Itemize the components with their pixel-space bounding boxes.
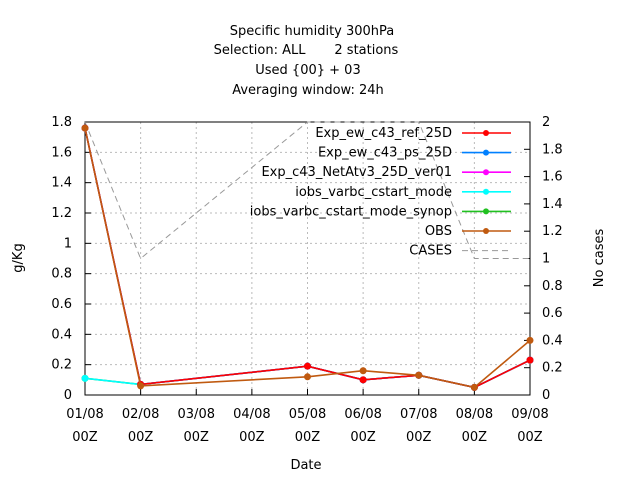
x-tick-label-hour: 00Z bbox=[72, 430, 98, 445]
x-tick-label-date: 09/08 bbox=[511, 407, 548, 422]
legend-marker bbox=[483, 188, 489, 195]
x-tick-label-hour: 00Z bbox=[462, 430, 488, 445]
y2-tick-label: 0 bbox=[542, 388, 550, 403]
legend-label: Exp_c43_NetAtv3_25D_ver01 bbox=[261, 165, 452, 180]
x-tick-label-hour: 00Z bbox=[406, 430, 432, 445]
data-point bbox=[526, 336, 534, 344]
x-tick-label-hour: 00Z bbox=[517, 430, 543, 445]
y-tick-label: 1.4 bbox=[51, 176, 72, 191]
y-axis: 0 0.2 0.4 0.6 0.8 1 1.2 1.4 1.6 1.8 bbox=[51, 115, 91, 403]
data-point bbox=[81, 374, 89, 382]
data-point bbox=[359, 367, 367, 375]
legend-entry: CASES bbox=[409, 244, 511, 259]
y-tick-label: 0 bbox=[64, 388, 72, 403]
data-point bbox=[359, 376, 367, 384]
y2-tick-label: 1.6 bbox=[542, 170, 563, 185]
legend-marker bbox=[483, 130, 489, 136]
y2-tick-label: 0.4 bbox=[542, 333, 563, 348]
y-tick-label: 1.8 bbox=[51, 115, 72, 130]
legend-label: OBS bbox=[425, 224, 452, 239]
x-tick-label-date: 02/08 bbox=[122, 407, 159, 422]
x-tick-label-hour: 00Z bbox=[128, 430, 154, 445]
legend-label: Exp_ew_c43_ref_25D bbox=[315, 126, 452, 141]
y-tick-label: 0.4 bbox=[51, 327, 72, 342]
x-tick-label-date: 05/08 bbox=[289, 407, 326, 422]
legend-entry: Exp_c43_NetAtv3_25D_ver01 bbox=[261, 165, 511, 180]
title-line-3: Used {00} + 03 bbox=[255, 63, 360, 78]
series-line bbox=[84, 121, 530, 260]
data-point bbox=[304, 373, 311, 381]
x-tick-label-date: 04/08 bbox=[233, 407, 270, 422]
legend-marker bbox=[483, 169, 489, 176]
x-tick-label-hour: 00Z bbox=[350, 430, 376, 445]
legend-marker bbox=[483, 208, 489, 215]
x-tick-label-hour: 00Z bbox=[239, 430, 265, 445]
legend-label: Exp_ew_c43_ps_25D bbox=[318, 146, 452, 161]
y2-tick-label: 0.6 bbox=[542, 306, 563, 321]
legend-entry: iobs_varbc_cstart_mode bbox=[295, 185, 511, 200]
title-line-1: Specific humidity 300hPa bbox=[230, 24, 395, 39]
data-point bbox=[526, 356, 534, 364]
y-tick-label: 0.2 bbox=[51, 358, 72, 373]
data-point bbox=[137, 382, 145, 390]
x-axis-label: Date bbox=[290, 458, 321, 473]
y2-axis: 0 0.2 0.4 0.6 0.8 1 1.2 1.4 1.6 1.8 2 bbox=[524, 115, 563, 403]
y2-axis-label: No cases bbox=[592, 229, 607, 288]
y2-tick-label: 1.4 bbox=[542, 197, 563, 212]
x-axis: 01/08 00Z 02/08 00Z 03/08 00Z 04/08 00Z 05/08 00Z… bbox=[66, 389, 549, 445]
y-tick-label: 1 bbox=[64, 236, 72, 251]
x-tick-label-date: 08/08 bbox=[456, 407, 493, 422]
x-tick-label-date: 01/08 bbox=[66, 407, 103, 422]
legend-marker bbox=[483, 228, 489, 234]
x-tick-label-hour: 00Z bbox=[295, 430, 321, 445]
y2-tick-label: 0.8 bbox=[542, 279, 563, 294]
legend-entry: Exp_ew_c43_ps_25D bbox=[318, 146, 511, 161]
legend: Exp_ew_c43_ref_25D Exp_ew_c43_ps_25D Exp_c… bbox=[250, 126, 511, 259]
series bbox=[81, 121, 534, 391]
legend-label: iobs_varbc_cstart_mode_synop bbox=[250, 204, 452, 219]
title-line-4: Averaging window: 24h bbox=[232, 83, 384, 98]
y2-tick-label: 1.8 bbox=[542, 142, 563, 157]
data-point bbox=[304, 362, 311, 370]
x-tick-label-date: 07/08 bbox=[400, 407, 437, 422]
y2-tick-label: 1.2 bbox=[542, 224, 563, 239]
legend-marker bbox=[483, 149, 489, 156]
legend-label: iobs_varbc_cstart_mode bbox=[295, 185, 452, 200]
data-point bbox=[470, 383, 478, 391]
data-point bbox=[81, 124, 89, 132]
y-tick-label: 1.6 bbox=[51, 145, 72, 160]
title-line-2: Selection: ALL 2 stations bbox=[214, 43, 399, 58]
chart-title: Specific humidity 300hPa Selection: ALL … bbox=[214, 24, 399, 98]
y2-tick-label: 0.2 bbox=[542, 361, 563, 376]
y2-tick-label: 2 bbox=[542, 115, 550, 130]
y2-tick-label: 1 bbox=[542, 252, 550, 267]
legend-label: CASES bbox=[409, 244, 452, 259]
x-tick-label-date: 03/08 bbox=[178, 407, 215, 422]
y-tick-label: 0.8 bbox=[51, 267, 72, 282]
legend-entry: Exp_ew_c43_ref_25D bbox=[315, 126, 511, 141]
legend-entry: OBS bbox=[425, 224, 511, 239]
y-tick-label: 1.2 bbox=[51, 206, 72, 221]
y-axis-label: g/Kg bbox=[11, 243, 26, 272]
data-point bbox=[415, 371, 423, 379]
y-tick-label: 0.6 bbox=[51, 297, 72, 312]
x-tick-label-date: 06/08 bbox=[344, 407, 381, 422]
x-tick-label-hour: 00Z bbox=[184, 430, 210, 445]
legend-entry: iobs_varbc_cstart_mode_synop bbox=[250, 204, 511, 219]
